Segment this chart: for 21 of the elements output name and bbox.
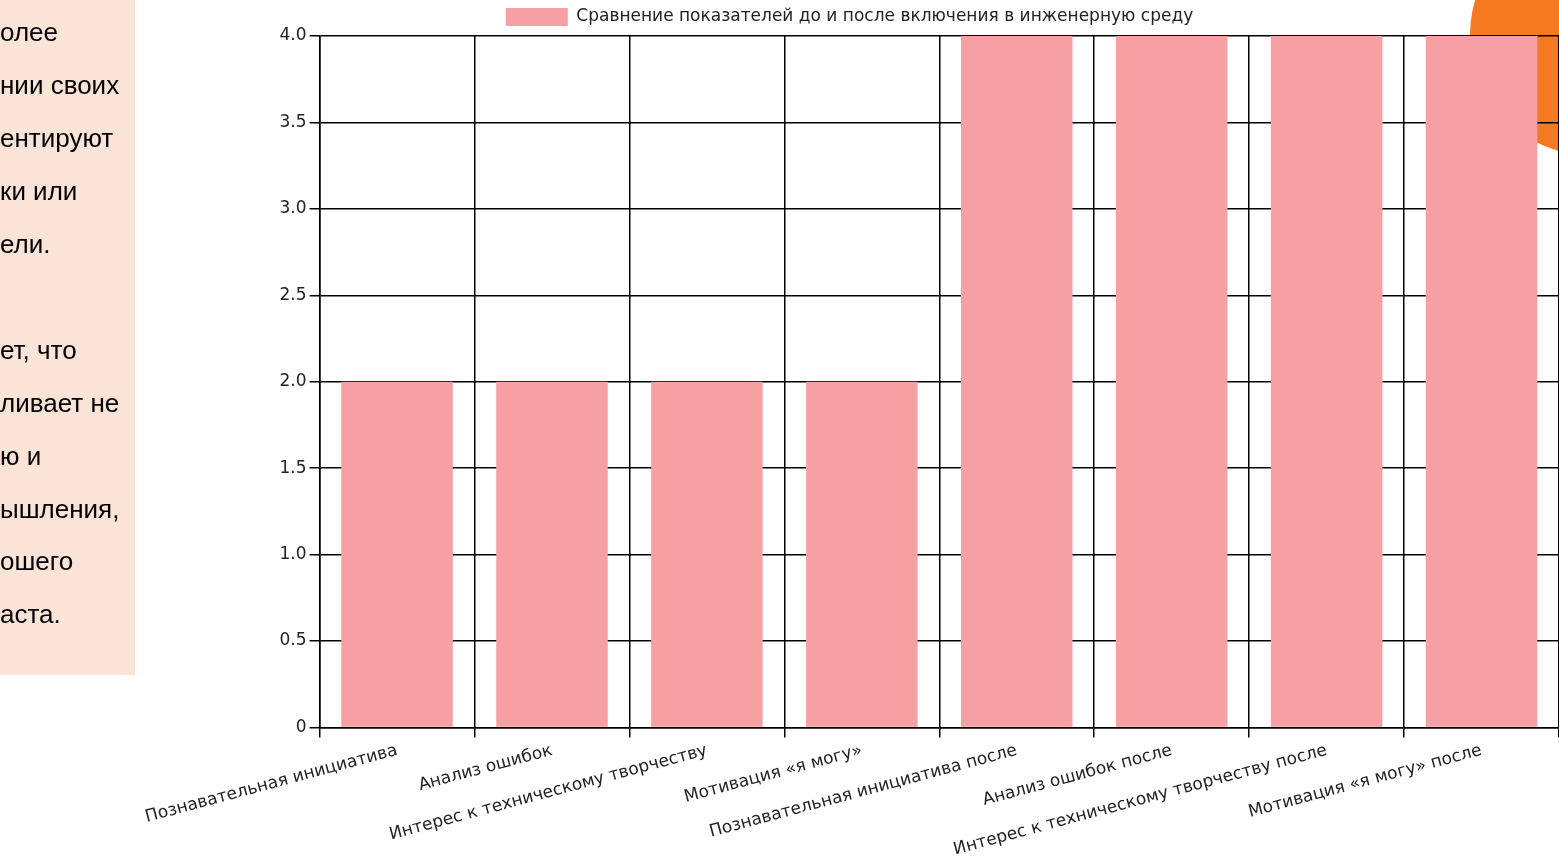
y-tick-label: 1.5	[279, 456, 307, 477]
text: ю и	[0, 441, 42, 472]
y-tick-label: 2.5	[279, 283, 307, 304]
text: ливает не	[0, 388, 120, 419]
y-tick-label: 1.0	[279, 543, 307, 563]
y-tick-label: 2.0	[279, 370, 307, 391]
text: аста.	[0, 599, 61, 630]
text: ели.	[0, 229, 51, 260]
text: ышления,	[0, 494, 120, 525]
y-tick-label: 4.0	[279, 24, 307, 45]
text: ошего	[0, 546, 74, 577]
y-tick-label: 3.0	[279, 197, 307, 218]
y-tick-label: 3.5	[279, 110, 307, 131]
legend-label: Сравнение показателей до и после включения в инженерную среду	[576, 5, 1194, 26]
y-tick-label: 0.5	[279, 629, 307, 650]
text: олее	[0, 17, 58, 48]
y-tick-label: 0	[295, 715, 307, 736]
text: ет, что	[0, 335, 77, 366]
text: ентируют	[0, 123, 114, 154]
text: нии своих	[0, 70, 120, 101]
text: ки или	[0, 176, 78, 207]
